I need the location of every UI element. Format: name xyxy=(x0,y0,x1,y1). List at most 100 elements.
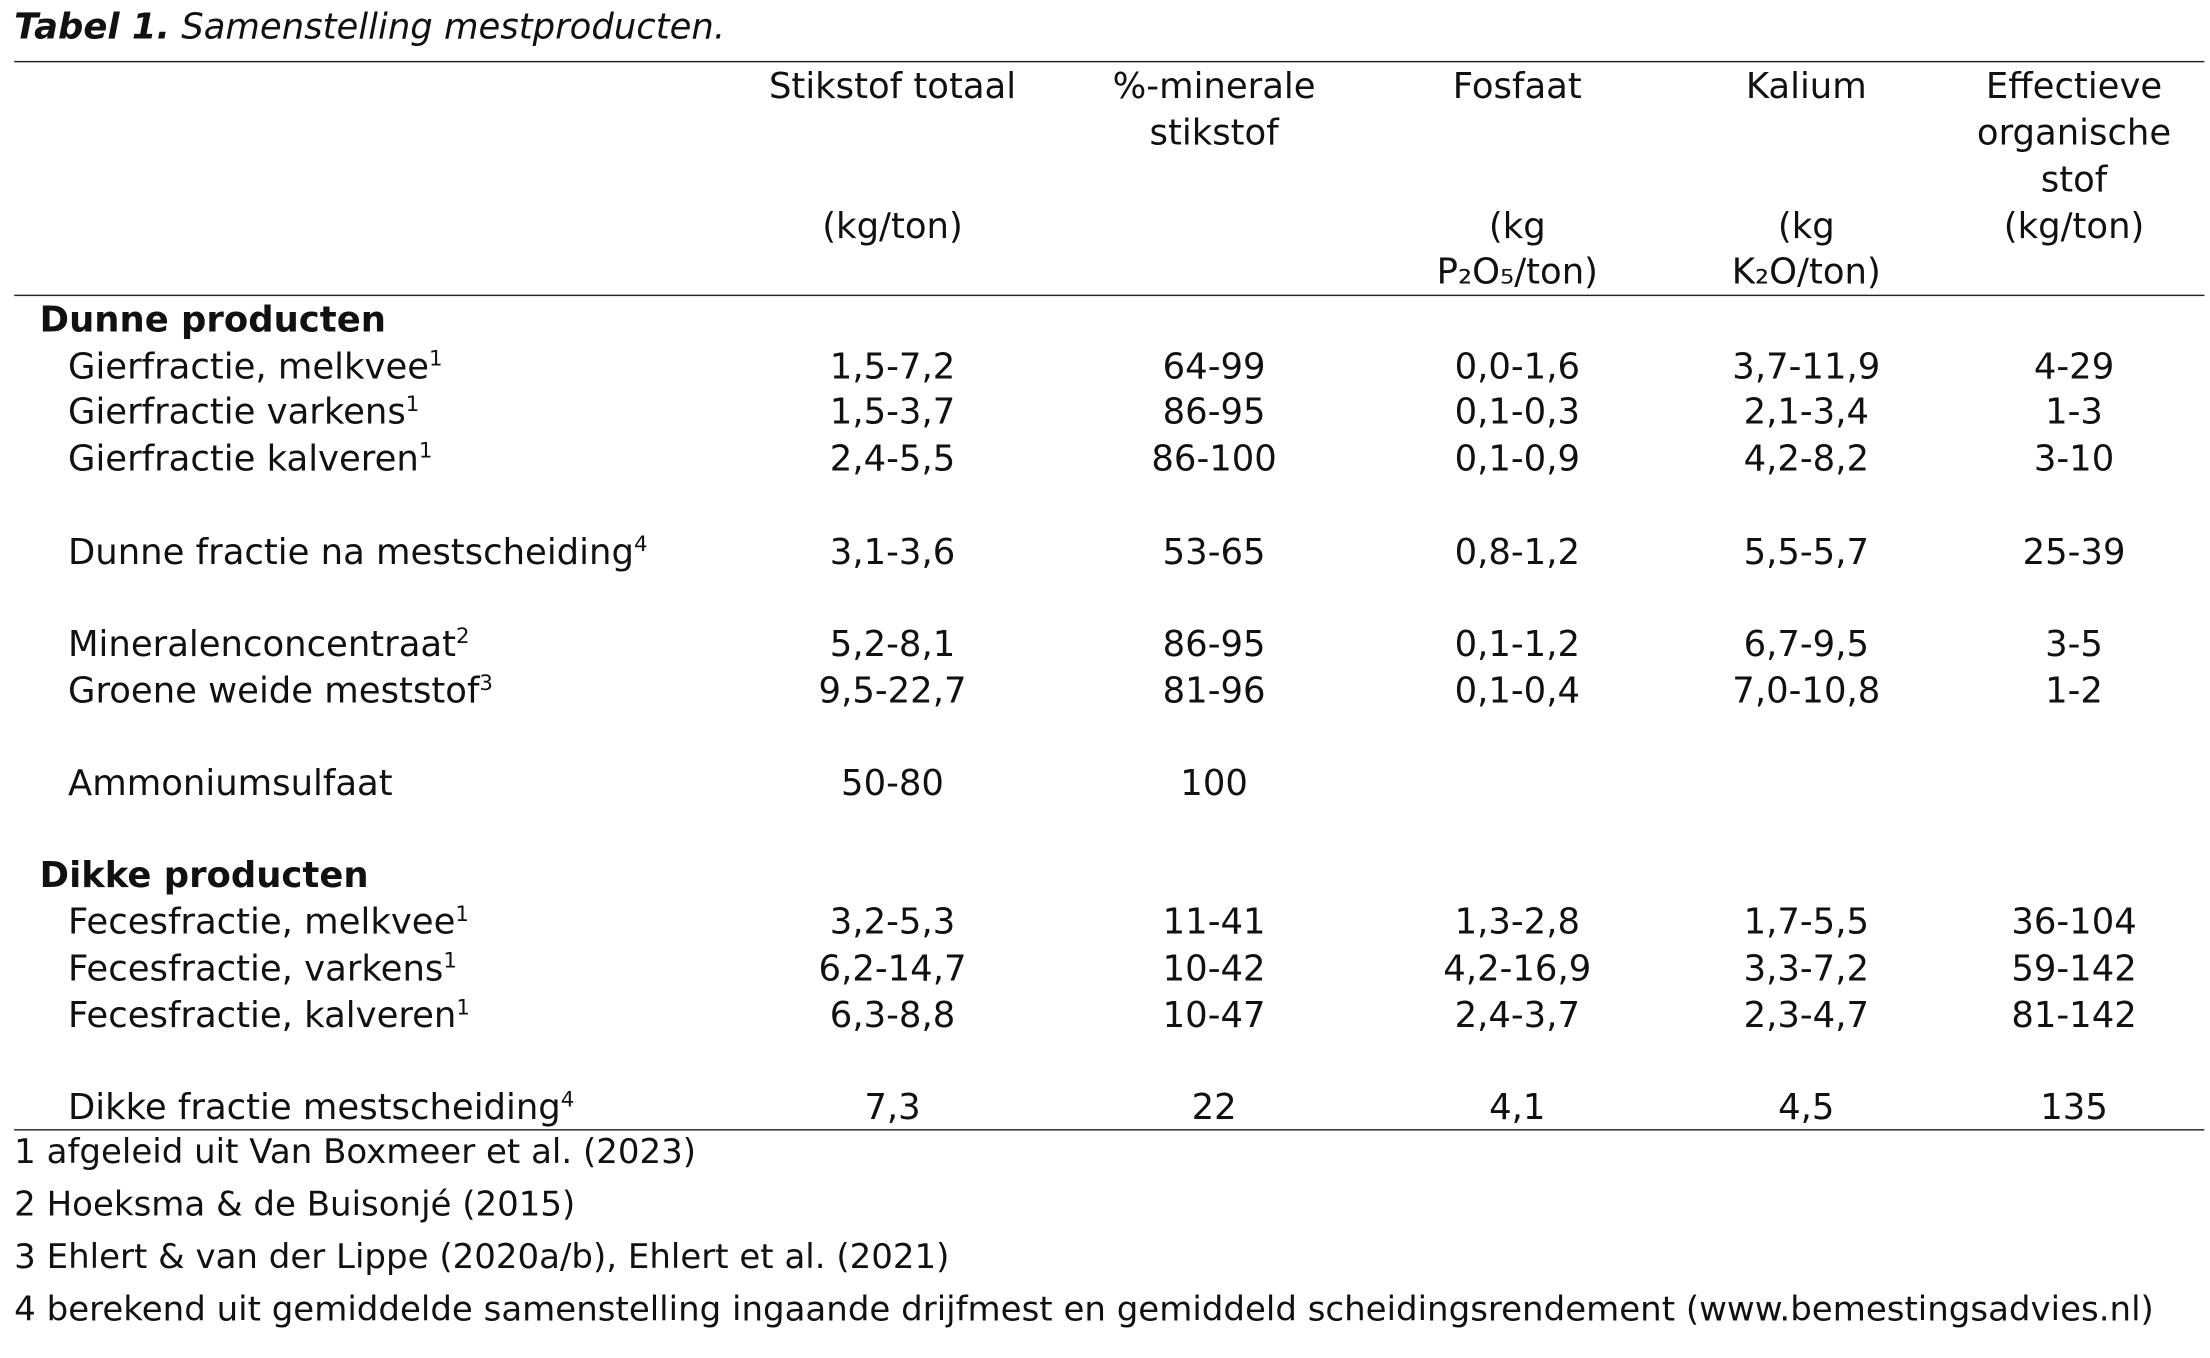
section-header: Dikke producten xyxy=(39,854,369,896)
cell: 86-95 xyxy=(1162,391,1266,433)
cell: 6,7-9,5 xyxy=(1743,623,1870,665)
title-text: Samenstelling mestproducten. xyxy=(181,5,726,47)
rule xyxy=(14,1129,2205,1131)
cell: 0,8-1,2 xyxy=(1454,530,1581,572)
cell: 81-142 xyxy=(2011,993,2137,1035)
column-unit: (kg xyxy=(1777,205,1835,247)
cell: 0,1-1,2 xyxy=(1454,623,1581,665)
cell: 59-142 xyxy=(2011,947,2137,989)
cell: 1-2 xyxy=(2045,669,2103,711)
cell: 0,0-1,6 xyxy=(1454,345,1581,387)
cell: 3-10 xyxy=(2033,437,2115,479)
footnote: 4 berekend uit gemiddelde samenstelling … xyxy=(14,1289,2154,1329)
cell: 50-80 xyxy=(841,762,944,804)
row-label-text: Dunne fractie na mestscheiding xyxy=(68,530,634,572)
row-label: Gierfractie, melkvee1 xyxy=(68,344,443,389)
cell: 0,1-0,3 xyxy=(1454,391,1581,433)
cell: 1,7-5,5 xyxy=(1743,901,1870,943)
cell: 0,1-0,9 xyxy=(1454,437,1581,479)
row-label-text: Ammoniumsulfaat xyxy=(68,762,393,804)
cell: 2,3-4,7 xyxy=(1743,993,1870,1035)
cell: 3,7-11,9 xyxy=(1732,345,1881,387)
row-label: Gierfractie kalveren1 xyxy=(68,436,432,481)
column-header: Effectieve xyxy=(1985,65,2163,107)
column-header: Kalium xyxy=(1745,65,1867,107)
footnote-ref: 1 xyxy=(418,437,433,464)
column-unit: K₂O/ton) xyxy=(1731,250,1881,292)
footnote: 2 Hoeksma & de Buisonjé (2015) xyxy=(14,1184,576,1225)
cell: 5,5-5,7 xyxy=(1743,530,1870,572)
column-unit: (kg xyxy=(1488,205,1546,247)
row-label-text: Mineralenconcentraat xyxy=(68,623,457,665)
cell: 135 xyxy=(2040,1086,2108,1128)
footnote-ref: 1 xyxy=(455,901,469,927)
cell: 1,3-2,8 xyxy=(1454,901,1581,943)
cell: 10-47 xyxy=(1162,993,1266,1035)
footnote: 1 afgeleid uit Van Boxmeer et al. (2023) xyxy=(14,1131,697,1172)
cell: 2,4-5,5 xyxy=(829,437,956,479)
column-unit: (kg/ton) xyxy=(2003,205,2145,247)
row-label-text: Dikke fractie mestscheiding xyxy=(68,1086,561,1128)
row-label-text: Gierfractie, melkvee xyxy=(68,345,430,387)
column-header: Fosfaat xyxy=(1452,65,1582,107)
row-label-text: Fecesfractie, kalveren xyxy=(68,993,457,1035)
cell: 1,5-3,7 xyxy=(829,391,956,433)
cell: 64-99 xyxy=(1162,345,1266,387)
cell: 0,1-0,4 xyxy=(1454,669,1581,711)
cell: 10-42 xyxy=(1162,947,1266,989)
row-label-text: Fecesfractie, varkens xyxy=(68,947,444,989)
rule xyxy=(14,294,2205,297)
cell: 22 xyxy=(1191,1086,1237,1128)
row-label: Fecesfractie, melkvee1 xyxy=(68,900,469,945)
row-label-text: Fecesfractie, melkvee xyxy=(68,901,456,943)
cell: 4,2-8,2 xyxy=(1743,437,1870,479)
cell: 2,4-3,7 xyxy=(1454,993,1581,1035)
cell: 53-65 xyxy=(1162,530,1266,572)
cell: 86-100 xyxy=(1151,437,1277,479)
cell: 7,0-10,8 xyxy=(1732,669,1881,711)
cell: 1-3 xyxy=(2045,391,2103,433)
footnote-ref: 1 xyxy=(429,345,443,371)
cell: 25-39 xyxy=(2022,530,2126,572)
row-label: Dunne fractie na mestscheiding4 xyxy=(68,529,647,574)
column-header: organische xyxy=(1976,111,2172,154)
column-header: Stikstof totaal xyxy=(768,65,1017,107)
cell: 1,5-7,2 xyxy=(829,345,956,387)
cell: 7,3 xyxy=(864,1086,921,1128)
cell: 11-41 xyxy=(1162,901,1266,943)
cell: 6,2-14,7 xyxy=(818,947,967,989)
rule xyxy=(14,60,2205,63)
footnote-ref: 1 xyxy=(456,993,470,1020)
row-label: Fecesfractie, varkens1 xyxy=(68,946,457,991)
cell: 86-95 xyxy=(1162,623,1266,665)
row-label-text: Gierfractie varkens xyxy=(68,391,406,433)
row-label: Groene weide meststof3 xyxy=(68,668,493,713)
footnote-ref: 2 xyxy=(456,623,470,649)
section-header: Dunne producten xyxy=(39,298,386,341)
row-label: Mineralenconcentraat2 xyxy=(68,622,470,667)
footnote-ref: 3 xyxy=(479,669,493,696)
cell: 36-104 xyxy=(2011,901,2137,943)
row-label: Dikke fractie mestscheiding4 xyxy=(68,1085,574,1130)
cell: 3,2-5,3 xyxy=(829,901,956,943)
column-header: stof xyxy=(2040,158,2108,200)
cell: 2,1-3,4 xyxy=(1743,391,1870,433)
cell: 9,5-22,7 xyxy=(818,669,967,711)
footnote: 3 Ehlert & van der Lippe (2020a/b), Ehle… xyxy=(14,1236,950,1277)
column-header: stikstof xyxy=(1149,111,1279,154)
cell: 6,3-8,8 xyxy=(829,993,956,1035)
cell: 4,5 xyxy=(1778,1086,1835,1128)
cell: 4-29 xyxy=(2033,345,2115,387)
cell: 4,2-16,9 xyxy=(1443,947,1592,989)
cell: 3,1-3,6 xyxy=(829,530,956,572)
footnote-ref: 1 xyxy=(443,947,457,973)
cell: 3-5 xyxy=(2045,623,2103,665)
column-header: %-minerale xyxy=(1112,65,1316,107)
column-unit: (kg/ton) xyxy=(822,205,963,247)
cell: 100 xyxy=(1180,762,1248,804)
footnote-ref: 4 xyxy=(560,1086,575,1112)
footnote-ref: 1 xyxy=(405,391,420,418)
footnote-ref: 4 xyxy=(633,530,648,557)
cell: 81-96 xyxy=(1162,669,1266,711)
